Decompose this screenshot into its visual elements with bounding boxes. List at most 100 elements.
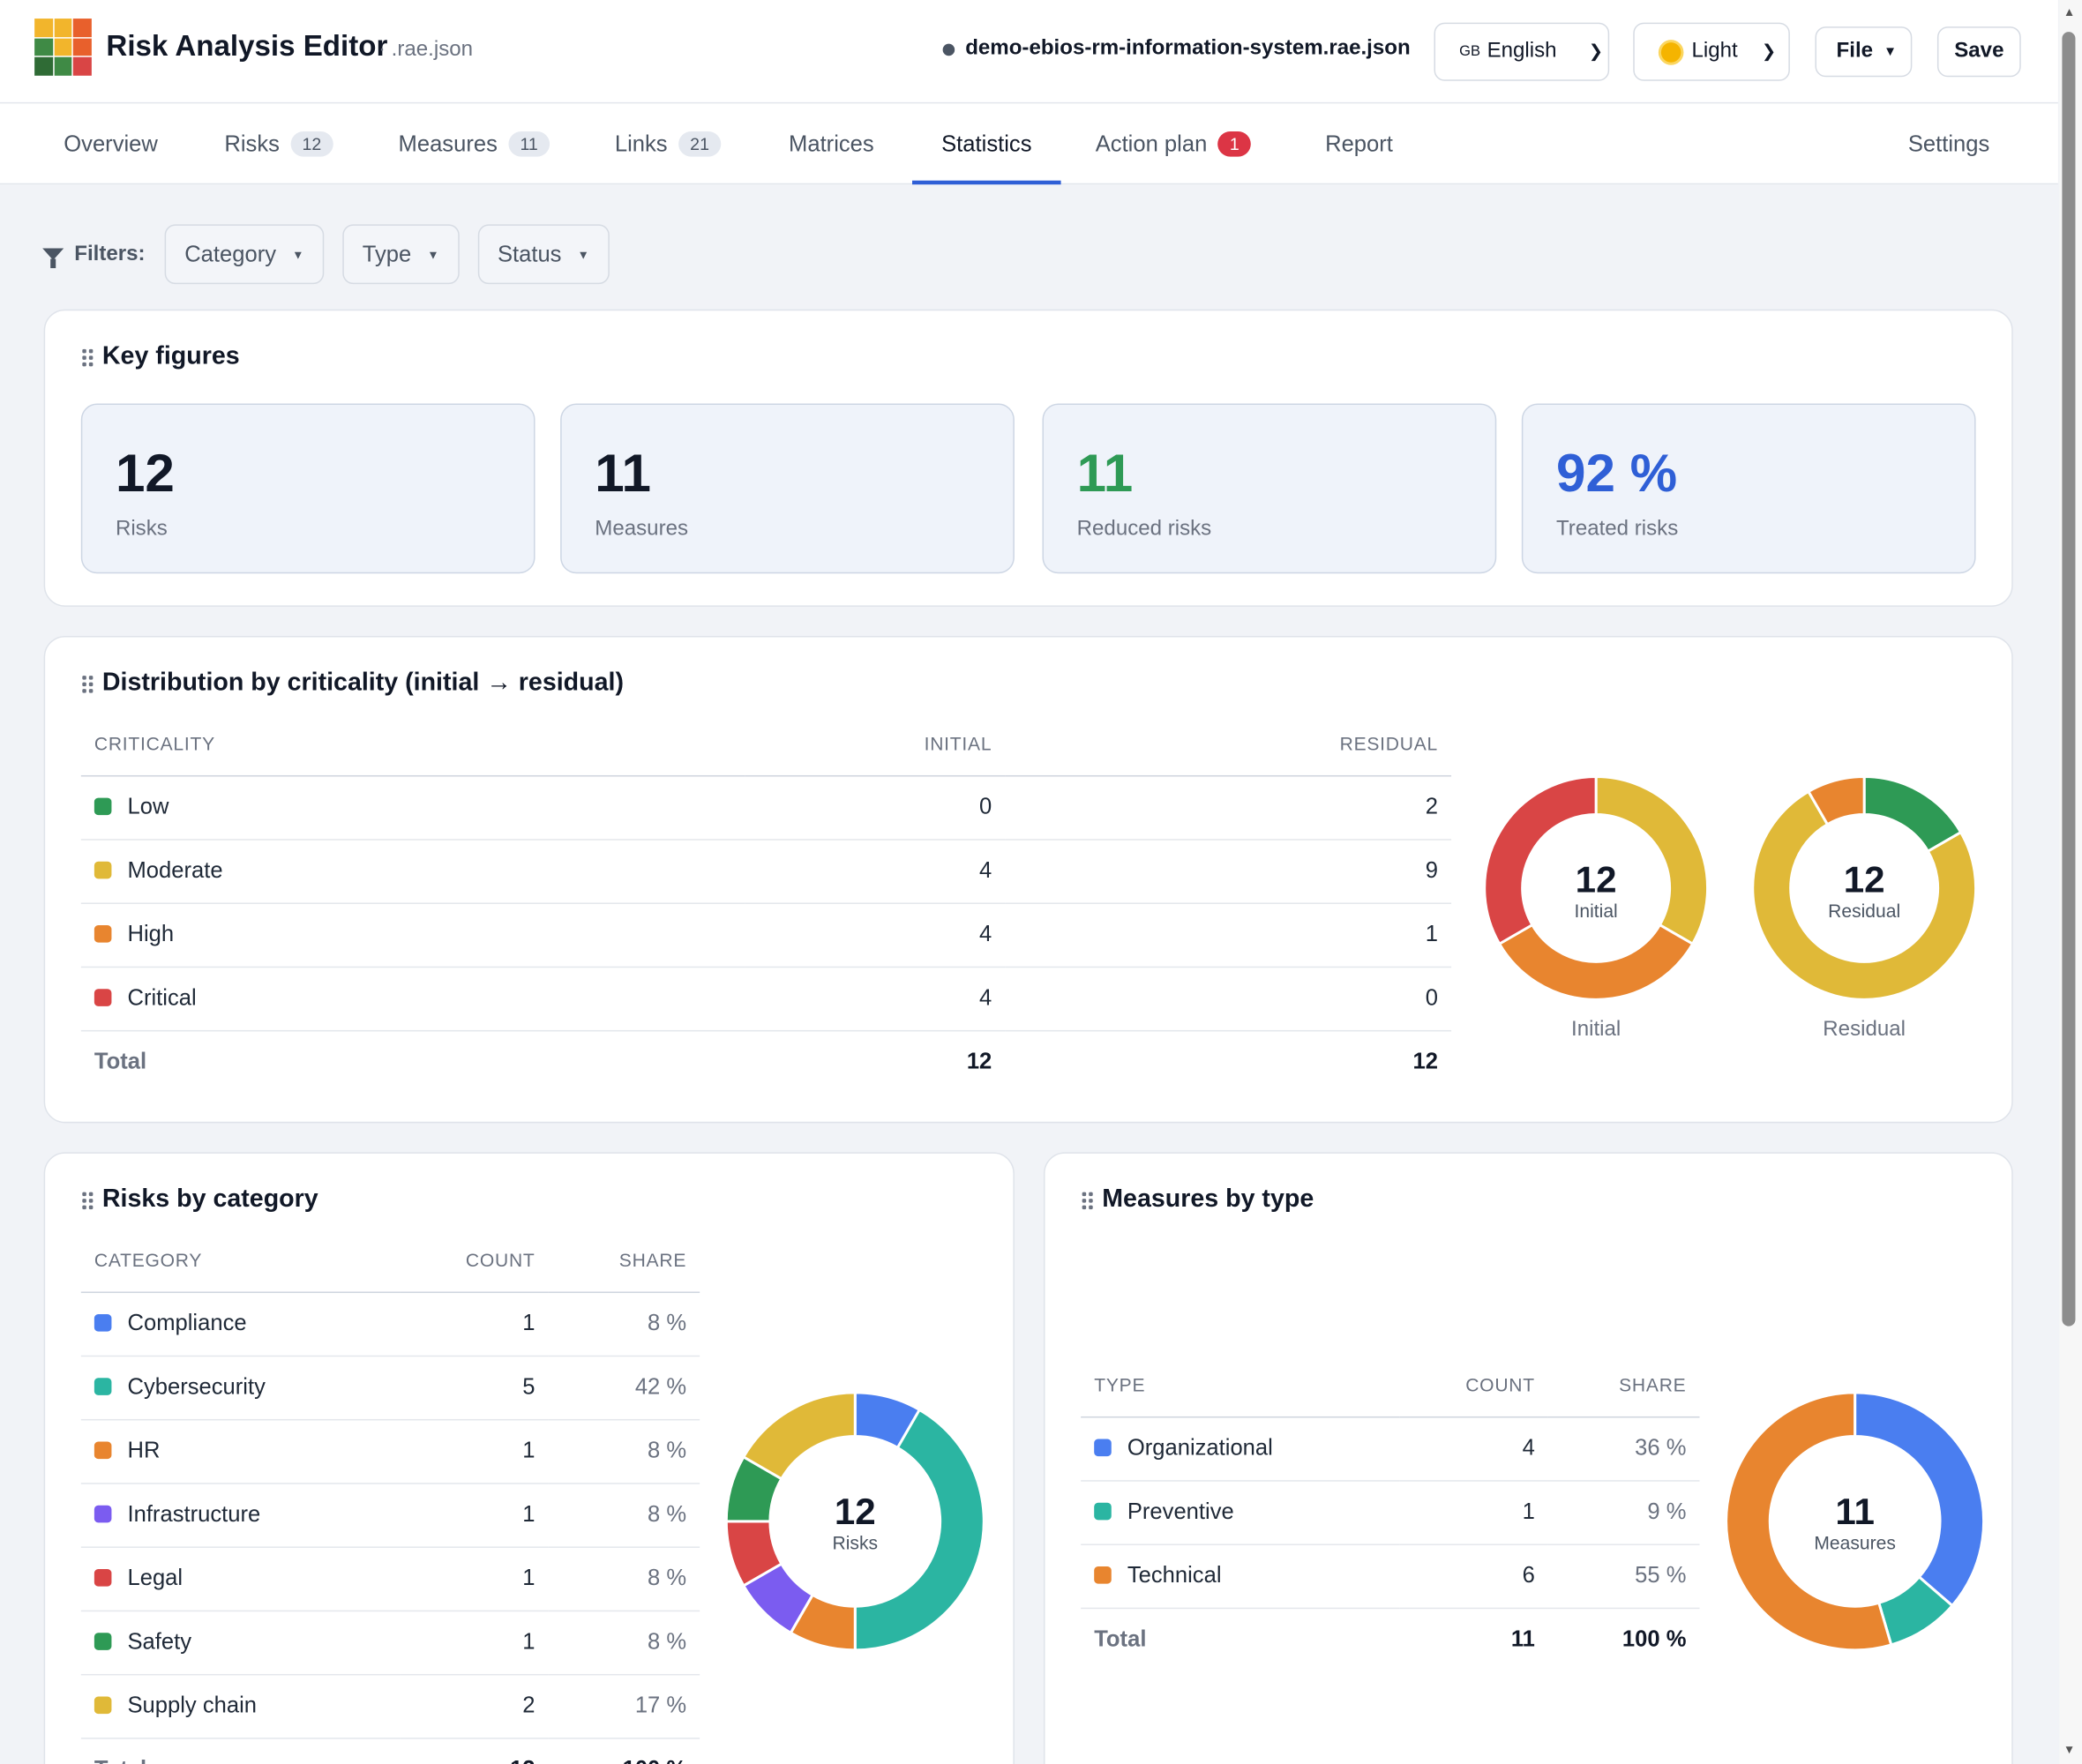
donut-caption: Residual	[1823, 1018, 1906, 1041]
status-filter[interactable]: Status ▼	[477, 224, 610, 285]
column-header: RESIDUAL	[1005, 711, 1452, 776]
share-cell: 36 %	[1547, 1416, 1700, 1481]
tab-links[interactable]: Links 21	[615, 103, 722, 184]
donut-total: 12	[1843, 858, 1885, 901]
tab-label: Report	[1325, 131, 1393, 156]
flag-icon: GB	[1459, 43, 1481, 60]
initial-criticality-donut	[1483, 774, 1710, 1001]
table-row: Low 0 2	[80, 774, 1452, 840]
total-count: 12	[400, 1738, 549, 1764]
total-share: 100 %	[1621, 1626, 1687, 1652]
chevron-down-icon: ❯	[1588, 41, 1604, 62]
donut-total: 12	[834, 1491, 876, 1532]
table-row: Technical 6 55 %	[1081, 1544, 1700, 1609]
total-initial: 12	[966, 1049, 992, 1075]
color-swatch	[1094, 1439, 1112, 1457]
count-cell: 1	[400, 1610, 549, 1675]
donut-slice-high	[1497, 923, 1695, 1001]
count-cell: 1	[400, 1483, 549, 1548]
language-label: English	[1487, 40, 1557, 63]
tab-matrices[interactable]: Matrices	[789, 103, 874, 184]
row-label-cell: Infrastructure	[80, 1483, 401, 1548]
total-residual: 12	[1412, 1049, 1439, 1075]
app-title: Risk Analysis Editor	[106, 29, 388, 63]
scroll-up-icon[interactable]: ▲	[2063, 5, 2076, 19]
row-label-cell: Legal	[80, 1546, 401, 1611]
tab-label: Measures	[398, 131, 498, 156]
sun-icon	[1660, 41, 1681, 62]
row-label: Cybersecurity	[127, 1373, 266, 1400]
column-header: CRITICALITY	[80, 711, 745, 776]
count-cell: 2	[400, 1673, 549, 1738]
tab-report[interactable]: Report	[1325, 103, 1393, 184]
row-label: Preventive	[1127, 1499, 1234, 1524]
color-swatch	[94, 1633, 112, 1650]
category-filter[interactable]: Category ▼	[164, 224, 325, 285]
tab-settings[interactable]: Settings	[1908, 103, 1989, 184]
count-badge: 21	[678, 131, 722, 157]
type-table: TYPE COUNT SHARE Organizational 4 36 % P…	[1081, 1352, 1700, 1671]
scrollbar-thumb[interactable]	[2062, 32, 2076, 1327]
donut-slice-high	[1806, 774, 1866, 826]
donut-label: Risks	[832, 1531, 879, 1553]
row-label-cell: Cybersecurity	[80, 1355, 401, 1420]
tab-action-plan[interactable]: Action plan 1	[1096, 103, 1252, 184]
drag-handle-icon[interactable]	[82, 1191, 94, 1209]
panel-title-text: Risks by category	[101, 1185, 318, 1214]
tab-statistics[interactable]: Statistics	[911, 103, 1061, 185]
theme-select[interactable]: Light ❯	[1633, 22, 1790, 81]
color-swatch	[94, 1378, 112, 1395]
filter-bar: Filters: Category ▼ Type ▼ Status ▼	[42, 224, 627, 285]
category-table: CATEGORY COUNT SHARE Compliance 1 8 % Cy…	[80, 1228, 700, 1764]
drag-handle-icon[interactable]	[82, 348, 94, 366]
panel-title: Measures by type	[1082, 1185, 1314, 1215]
residual-cell: 2	[1005, 774, 1452, 840]
tab-label: Matrices	[789, 131, 874, 156]
filter-label: Status	[497, 241, 562, 266]
column-header: CATEGORY	[80, 1228, 401, 1293]
file-menu-button[interactable]: File ▼	[1815, 26, 1913, 78]
panel-title: Key figures	[82, 342, 240, 371]
table-row: Legal 1 8 %	[80, 1546, 700, 1611]
total-label: Total	[1094, 1626, 1147, 1652]
donut-slice-moderate	[1751, 789, 1978, 1001]
language-select[interactable]: GB English ❯	[1434, 22, 1610, 81]
caret-down-icon: ▼	[292, 247, 304, 261]
donut-slice-critical	[1483, 774, 1598, 946]
donut-center: 11 Measures	[1788, 1491, 1921, 1553]
tab-overview[interactable]: Overview	[64, 103, 158, 184]
residual-cell: 0	[1005, 966, 1452, 1031]
table-row: Supply chain 2 17 %	[80, 1673, 700, 1738]
color-swatch	[94, 1505, 112, 1523]
risks-by-category-panel: Risks by category CATEGORY COUNT SHARE C…	[43, 1152, 1015, 1764]
initial-cell: 4	[745, 839, 1006, 904]
total-row: Total 11 100 %	[1081, 1608, 1699, 1671]
stat-card-reduced-risks: 11 Reduced risks	[1042, 403, 1497, 574]
residual-cell: 1	[1005, 902, 1452, 968]
save-button[interactable]: Save	[1936, 26, 2021, 78]
row-label-cell: High	[80, 902, 745, 968]
stat-card-treated-risks: 92 % Treated risks	[1521, 403, 1976, 574]
filters-label-text: Filters:	[74, 242, 146, 265]
table-row: Preventive 1 9 %	[1081, 1480, 1700, 1545]
stat-value: 12	[115, 445, 175, 504]
share-cell: 8 %	[548, 1418, 700, 1484]
tab-measures[interactable]: Measures 11	[399, 103, 550, 184]
panel-title: Risks by category	[82, 1185, 318, 1215]
table-row: Infrastructure 1 8 %	[80, 1483, 700, 1548]
row-label: Critical	[127, 984, 197, 1011]
type-filter[interactable]: Type ▼	[342, 224, 460, 285]
drag-handle-icon[interactable]	[82, 675, 94, 692]
scroll-down-icon[interactable]: ▼	[2063, 1743, 2076, 1757]
stat-label: Measures	[595, 517, 689, 541]
app-subtitle: · .rae.json	[378, 38, 474, 62]
filter-label: Category	[184, 241, 277, 266]
measure-type-donut	[1725, 1391, 1986, 1652]
measures-by-type-panel: Measures by type TYPE COUNT SHARE Organi…	[1044, 1152, 2013, 1764]
donut-total: 12	[1575, 858, 1617, 901]
row-label-cell: Preventive	[1081, 1480, 1400, 1545]
panel-title-text: Distribution by criticality (initial → r…	[101, 669, 624, 698]
drag-handle-icon[interactable]	[1082, 1191, 1093, 1209]
row-label-cell: Moderate	[80, 839, 745, 904]
tab-risks[interactable]: Risks 12	[224, 103, 333, 184]
